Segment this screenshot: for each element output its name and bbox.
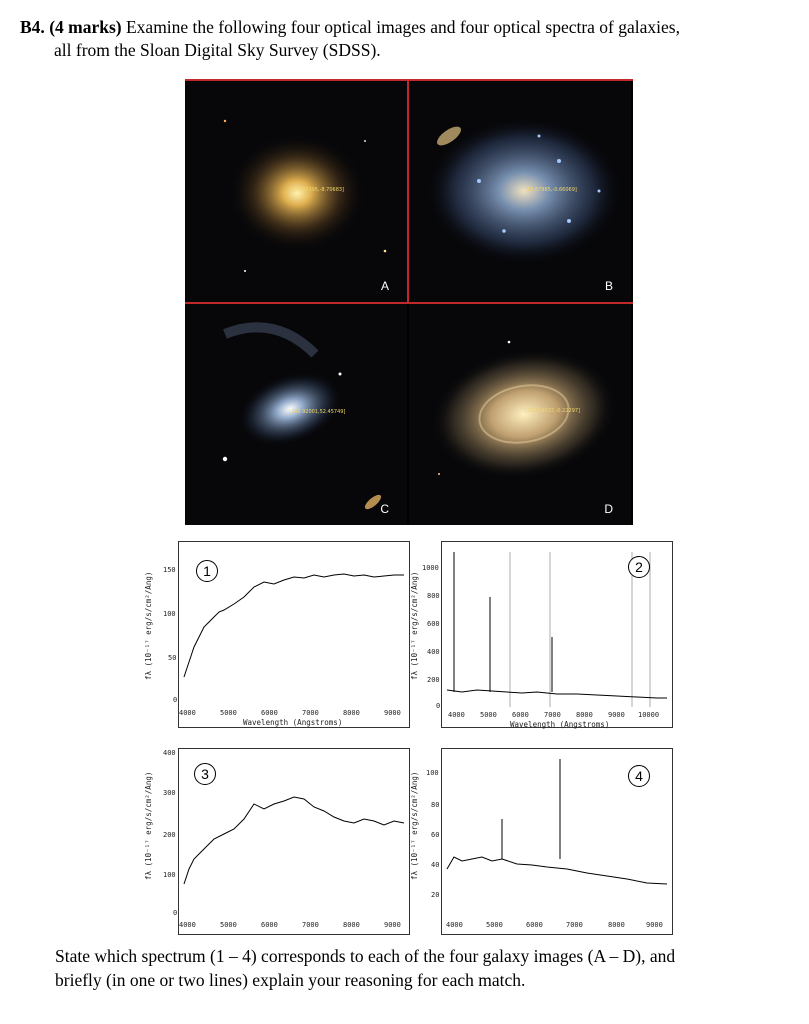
image-letter-c: C [380,502,389,516]
spectrum-3-plot [183,796,405,885]
xtick-3-a: 4000 [179,921,196,929]
spectrum-1-plot [183,573,404,678]
ylabel-1: fλ (10⁻¹⁷ erg/s/cm²/Ang) [144,571,153,680]
image-letter-b: B [604,279,613,293]
galaxy-c-graphic [185,304,407,525]
ytick-1-b: 100 [163,610,176,618]
ytick-4-d: 40 [431,861,440,869]
coord-label-a: [125.47395,-8.70683] [289,187,345,193]
ytick-3-e: 0 [173,909,178,917]
spectrum-panel-2: 2 1000 800 600 400 200 0 4000 5000 6000 … [422,541,673,729]
galaxy-image-c: [242.92001,52.45749] C [185,304,407,526]
question-marks: (4 marks) [49,17,122,37]
ytick-2-e: 200 [427,676,440,684]
xtick-4-c: 6000 [526,921,543,929]
xtick-1-c: 6000 [261,709,278,717]
xtick-2-f: 9000 [608,711,625,719]
spectrum-panel-1: 1 150 100 50 0 4000 5000 6000 7000 8000 … [163,541,410,728]
spectrum-badge-4: 4 [628,765,650,787]
xtick-4-d: 7000 [566,921,583,929]
instruction-text: State which spectrum (1 – 4) corresponds… [55,944,785,992]
image-letter-d: D [604,502,613,516]
ytick-4-a: 100 [426,769,439,777]
spectrum-panel-4: 4 100 80 60 40 20 4000 5000 6000 7000 80… [426,748,673,935]
grid-divider-vertical [407,79,409,303]
xtick-1-f: 9000 [384,709,401,717]
question-text-line1: Examine the following four optical image… [121,17,680,37]
ytick-3-d: 100 [163,871,176,879]
coord-label-c: [242.92001,52.45749] [289,409,346,415]
galaxy-image-b: [18.87985,-0.66069] B [409,81,631,303]
ylabel-3: fλ (10⁻¹⁷ erg/s/cm²/Ang) [144,771,153,880]
ytick-2-c: 600 [427,620,440,628]
xlabel-1: Wavelength (Angstroms) [243,718,343,727]
ytick-2-b: 800 [427,592,440,600]
ytick-3-c: 200 [163,831,176,839]
galaxy-b-graphic [409,81,631,303]
ytick-4-b: 80 [431,801,440,809]
xlabel-2: Wavelength (Angstroms) [510,720,610,729]
xtick-4-f: 9000 [646,921,663,929]
xtick-2-a: 4000 [448,711,465,719]
xtick-2-d: 7000 [544,711,561,719]
xtick-4-e: 8000 [608,921,625,929]
xtick-2-b: 5000 [480,711,497,719]
spectrum-panel-3: 3 400 300 200 100 0 4000 5000 6000 7000 … [163,748,410,935]
ytick-1-a: 150 [163,566,176,574]
coord-label-b: [18.87985,-0.66069] [525,187,577,193]
question-number: B4. [20,17,45,37]
ytick-3-b: 300 [163,789,176,797]
galaxy-image-a: [125.47395,-8.70683] A [185,81,407,303]
grid-top-border [185,79,633,81]
ytick-1-d: 0 [173,696,178,704]
spectrum-badge-3: 3 [194,763,216,785]
image-letter-a: A [380,279,389,293]
question-text-line2: all from the Sloan Digital Sky Survey (S… [54,40,381,60]
xtick-3-e: 8000 [343,921,360,929]
spectrum-badge-1: 1 [196,560,218,582]
spectrum-4-plot [446,759,668,885]
galaxy-image-grid: [125.47395,-8.70683] A [18.87985, [185,79,633,525]
ytick-2-f: 0 [436,702,441,710]
xtick-4-a: 4000 [446,921,463,929]
xtick-1-d: 7000 [302,709,319,717]
ytick-4-e: 20 [431,891,440,899]
galaxy-a-graphic [185,81,407,303]
xtick-1-b: 5000 [220,709,237,717]
ytick-2-a: 1000 [422,564,439,572]
xtick-3-c: 6000 [261,921,278,929]
spectrum-badge-2: 2 [628,556,650,578]
question-header: B4. (4 marks) Examine the following four… [20,16,790,62]
ytick-4-c: 60 [431,831,440,839]
xtick-4-b: 5000 [486,921,503,929]
ylabel-4: fλ (10⁻¹⁷ erg/s/cm²/Ang) [410,771,419,880]
xtick-2-e: 8000 [576,711,593,719]
galaxy-d-graphic [409,304,631,525]
xtick-3-d: 7000 [302,921,319,929]
xtick-1-e: 8000 [343,709,360,717]
xtick-2-c: 6000 [512,711,529,719]
spectrum-2-plot [446,552,667,707]
xtick-3-f: 9000 [384,921,401,929]
ytick-3-a: 400 [163,749,176,757]
coord-label-d: [221.54637,-0.22297] [525,408,581,414]
ylabel-2: fλ (10⁻¹⁷ erg/s/cm²/Ang) [410,571,419,680]
ytick-2-d: 400 [427,648,440,656]
instruction-line1: State which spectrum (1 – 4) corresponds… [55,946,676,966]
instruction-line2: briefly (in one or two lines) explain yo… [55,970,526,990]
ytick-1-c: 50 [168,654,177,662]
galaxy-image-d: [221.54637,-0.22297] D [409,304,631,526]
grid-divider-horizontal [185,302,633,304]
xtick-1-a: 4000 [179,709,196,717]
xtick-3-b: 5000 [220,921,237,929]
xtick-2-g: 10000 [638,711,660,719]
